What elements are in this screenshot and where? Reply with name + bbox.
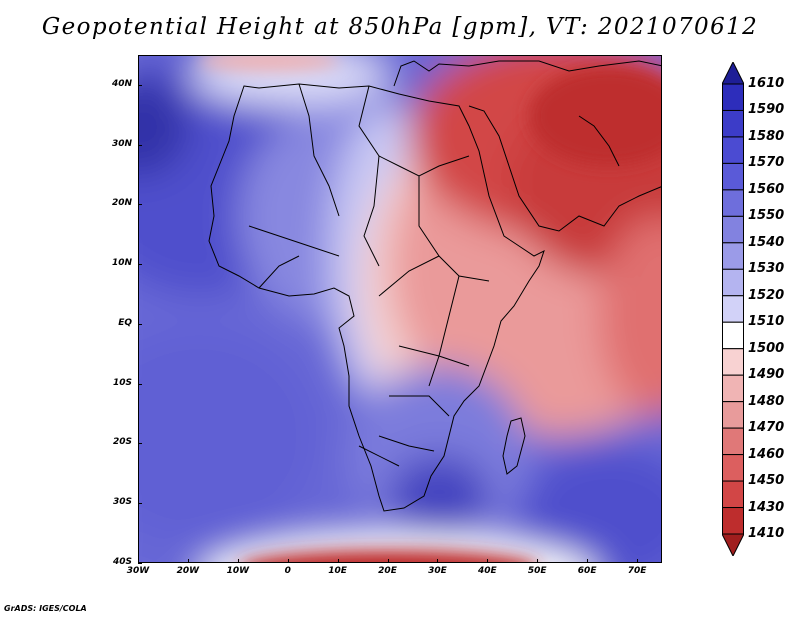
colorbar-swatch — [722, 83, 744, 111]
colorbar-label: 1490 — [748, 367, 785, 383]
lat-tick — [138, 383, 142, 385]
map-svg — [139, 56, 661, 562]
colorbar-swatch — [722, 374, 744, 403]
colorbar-label: 1480 — [748, 393, 785, 409]
lon-label: 30W — [126, 566, 150, 576]
lon-tick — [587, 559, 589, 563]
coastlines — [208, 60, 661, 512]
colorbar-swatch — [722, 215, 744, 244]
colorbar-label: 1500 — [748, 340, 785, 356]
lat-label: 40S — [112, 557, 132, 567]
lon-tick — [387, 559, 389, 563]
colorbar-swatch — [722, 162, 744, 191]
lon-tick — [537, 559, 539, 563]
lat-tick — [138, 323, 142, 325]
lon-label: 50E — [527, 566, 547, 576]
colorbar-swatch — [722, 507, 744, 535]
colorbar-label: 1540 — [748, 234, 785, 250]
lat-label: 20S — [112, 437, 132, 448]
lon-tick — [138, 559, 139, 563]
colorbar-label: 1610 — [748, 76, 785, 91]
colorbar-top-arrow — [722, 62, 744, 85]
colorbar-swatch — [722, 268, 744, 297]
colorbar-label: 1570 — [748, 155, 785, 171]
colorbar-label: 1470 — [748, 420, 785, 436]
lon-label: 10W — [226, 566, 250, 576]
lat-label: 30N — [111, 138, 132, 149]
map-plot-area — [138, 55, 662, 563]
lon-tick — [487, 559, 489, 563]
lon-tick — [437, 559, 439, 563]
colorbar-label: 1530 — [748, 261, 785, 277]
colorbar-swatch — [722, 242, 744, 270]
colorbar-swatch — [722, 321, 744, 350]
lat-tick — [138, 264, 142, 266]
lon-label: 20E — [378, 566, 397, 576]
lat-label: 20N — [111, 198, 132, 209]
lon-label: 60E — [577, 566, 597, 576]
lat-label: 40N — [111, 78, 132, 89]
lat-label: 30S — [112, 497, 132, 508]
lat-tick — [138, 84, 142, 86]
lat-tick — [138, 144, 142, 146]
colorbar-swatch — [722, 401, 744, 429]
lat-tick — [138, 503, 142, 505]
colorbar — [722, 62, 744, 556]
lon-label: 70E — [627, 566, 647, 576]
colorbar-swatch — [722, 136, 744, 164]
colorbar-label: 1460 — [748, 446, 785, 462]
lat-label: EQ — [118, 317, 132, 328]
colorbar-label: 1510 — [748, 314, 785, 330]
colorbar-label: 1560 — [748, 181, 785, 197]
colorbar-bottom-arrow — [722, 533, 744, 556]
lon-tick — [337, 559, 339, 563]
lat-tick — [138, 443, 142, 445]
lon-label: 10E — [328, 566, 347, 576]
colorbar-swatch — [722, 348, 744, 376]
lon-label: 0 — [284, 566, 291, 576]
lon-tick — [287, 559, 289, 563]
colorbar-swatch — [722, 454, 744, 482]
lon-label: 20W — [176, 566, 200, 576]
colorbar-label: 1430 — [748, 499, 785, 515]
colorbar-label: 1520 — [748, 287, 785, 303]
colorbar-swatch — [722, 189, 744, 217]
lon-label: 30E — [428, 566, 447, 576]
colorbar-swatch — [722, 109, 744, 138]
chart-title: Geopotential Height at 850hPa [gpm], VT:… — [41, 14, 759, 40]
lon-tick — [637, 559, 639, 563]
lat-tick — [138, 563, 142, 564]
lon-label: 40E — [477, 566, 497, 576]
colorbar-label: 1590 — [748, 102, 785, 118]
lat-label: 10N — [111, 258, 132, 269]
lon-tick — [187, 559, 189, 563]
lat-label: 10S — [112, 377, 132, 388]
colorbar-label: 1580 — [748, 128, 785, 144]
colorbar-swatch — [722, 295, 744, 323]
grads-credit: GrADS: IGES/COLA — [4, 604, 87, 613]
lat-tick — [138, 204, 142, 206]
colorbar-swatch — [722, 480, 744, 509]
colorbar-swatch — [722, 427, 744, 456]
colorbar-label: 1410 — [748, 526, 785, 541]
height-extremes — [199, 56, 661, 562]
lon-tick — [237, 559, 239, 563]
colorbar-label: 1450 — [748, 473, 785, 489]
colorbar-label: 1550 — [748, 208, 785, 224]
